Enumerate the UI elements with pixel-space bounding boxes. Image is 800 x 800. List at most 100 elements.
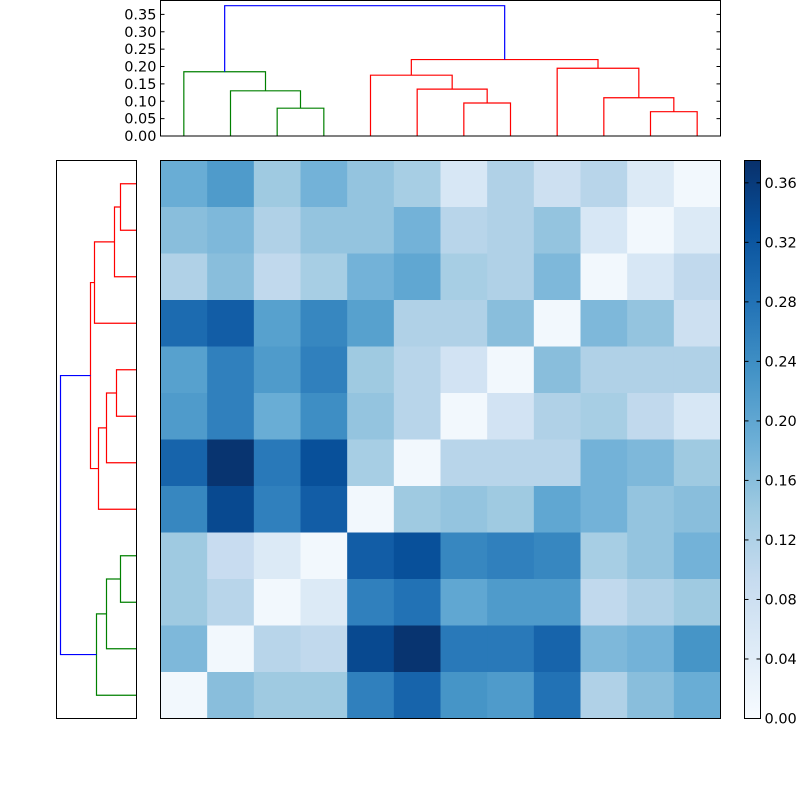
colorbar-tick-label: 0.24 bbox=[765, 354, 797, 370]
heatmap-cell bbox=[207, 300, 255, 347]
heatmap-cell bbox=[393, 625, 441, 673]
heatmap-cell bbox=[160, 625, 208, 673]
heatmap-cell bbox=[207, 672, 255, 719]
heatmap-cell bbox=[393, 300, 441, 347]
heatmap-cell bbox=[627, 207, 675, 254]
heatmap-cell bbox=[300, 207, 348, 254]
heatmap-cell bbox=[487, 672, 535, 719]
heatmap-cell bbox=[300, 439, 348, 487]
heatmap-cell bbox=[673, 253, 721, 301]
dendrogram-link bbox=[224, 5, 506, 72]
heatmap-cell bbox=[440, 532, 488, 580]
heatmap-cell bbox=[393, 579, 441, 626]
heatmap bbox=[160, 160, 721, 719]
heatmap-cell bbox=[253, 207, 301, 254]
heatmap-cell bbox=[673, 346, 721, 394]
heatmap-cell bbox=[673, 625, 721, 673]
heatmap-cell bbox=[160, 300, 208, 347]
heatmap-cell bbox=[580, 486, 628, 533]
heatmap-cell bbox=[300, 625, 348, 673]
heatmap-cell bbox=[347, 532, 395, 580]
heatmap-cell bbox=[253, 439, 301, 487]
heatmap-cell bbox=[440, 625, 488, 673]
heatmap-cell bbox=[347, 160, 395, 208]
heatmap-cell bbox=[627, 300, 675, 347]
heatmap-cell bbox=[533, 672, 581, 719]
heatmap-cell bbox=[533, 439, 581, 487]
heatmap-cell bbox=[347, 346, 395, 394]
heatmap-cell bbox=[533, 486, 581, 533]
heatmap-cell bbox=[160, 253, 208, 301]
heatmap-cell bbox=[253, 672, 301, 719]
heatmap-cell bbox=[347, 393, 395, 440]
heatmap-cell bbox=[207, 393, 255, 440]
heatmap-cell bbox=[253, 532, 301, 580]
heatmap-cell bbox=[160, 672, 208, 719]
heatmap-cell bbox=[487, 346, 535, 394]
colorbar-tick-label: 0.12 bbox=[765, 533, 797, 549]
heatmap-cell bbox=[487, 253, 535, 301]
heatmap-cell bbox=[440, 486, 488, 533]
heatmap-cell bbox=[533, 579, 581, 626]
dendrogram-link bbox=[93, 241, 137, 324]
heatmap-cell bbox=[580, 439, 628, 487]
heatmap-cell bbox=[393, 346, 441, 394]
heatmap-cell bbox=[393, 439, 441, 487]
heatmap-cell bbox=[440, 160, 488, 208]
heatmap-cell bbox=[347, 579, 395, 626]
heatmap-cell bbox=[160, 439, 208, 487]
dendrogram-link bbox=[95, 613, 137, 696]
dendrogram-link bbox=[183, 71, 267, 136]
heatmap-cell bbox=[347, 672, 395, 719]
dendrogram-link bbox=[410, 58, 599, 76]
heatmap-cell bbox=[440, 300, 488, 347]
heatmap-cell bbox=[253, 393, 301, 440]
heatmap-cell bbox=[300, 160, 348, 208]
heatmap-cell bbox=[160, 486, 208, 533]
heatmap-cell bbox=[393, 532, 441, 580]
heatmap-cell bbox=[253, 486, 301, 533]
dendrogram-link bbox=[115, 369, 137, 417]
heatmap-cell bbox=[627, 672, 675, 719]
colorbar-tick-label: 0.32 bbox=[765, 235, 797, 251]
dendrogram-link bbox=[119, 183, 137, 231]
heatmap-cell bbox=[207, 532, 255, 580]
dendrogram-link bbox=[649, 111, 698, 136]
colorbar-tick-label: 0.04 bbox=[765, 652, 797, 668]
heatmap-cell bbox=[160, 532, 208, 580]
heatmap-cell bbox=[393, 160, 441, 208]
heatmap-cell bbox=[487, 160, 535, 208]
heatmap-cell bbox=[627, 439, 675, 487]
colorbar-tick-label: 0.20 bbox=[765, 414, 797, 430]
heatmap-cell bbox=[207, 486, 255, 533]
top-dendrogram-tick-label: 0.35 bbox=[124, 7, 156, 23]
heatmap-cell bbox=[673, 439, 721, 487]
heatmap-cell bbox=[580, 625, 628, 673]
heatmap-cell bbox=[580, 207, 628, 254]
heatmap-cell bbox=[207, 207, 255, 254]
heatmap-cell bbox=[300, 532, 348, 580]
heatmap-cell bbox=[440, 253, 488, 301]
heatmap-cell bbox=[533, 300, 581, 347]
heatmap-cell bbox=[487, 486, 535, 533]
heatmap-cell bbox=[533, 532, 581, 580]
heatmap-cell bbox=[533, 346, 581, 394]
heatmap-cell bbox=[533, 625, 581, 673]
heatmap-cell bbox=[347, 439, 395, 487]
top-dendrogram-tick-label: 0.30 bbox=[124, 25, 156, 41]
heatmap-cell bbox=[393, 393, 441, 440]
heatmap-cell bbox=[627, 346, 675, 394]
heatmap-cell bbox=[207, 439, 255, 487]
heatmap-cell bbox=[580, 532, 628, 580]
heatmap-cell bbox=[440, 672, 488, 719]
heatmap-cell bbox=[300, 579, 348, 626]
colorbar-gradient bbox=[744, 160, 761, 719]
top-dendrogram-frame bbox=[160, 0, 721, 137]
top-dendrogram-tick-label: 0.10 bbox=[124, 94, 156, 110]
heatmap-cell bbox=[580, 253, 628, 301]
heatmap-cell bbox=[627, 532, 675, 580]
heatmap-cell bbox=[487, 393, 535, 440]
colorbar: 0.00 0.04 0.08 0.12 0.16 0.20 0.24 0.28 0.32 0.36 bbox=[744, 160, 797, 728]
heatmap-cell bbox=[627, 393, 675, 440]
dendrogram-link bbox=[556, 67, 640, 136]
